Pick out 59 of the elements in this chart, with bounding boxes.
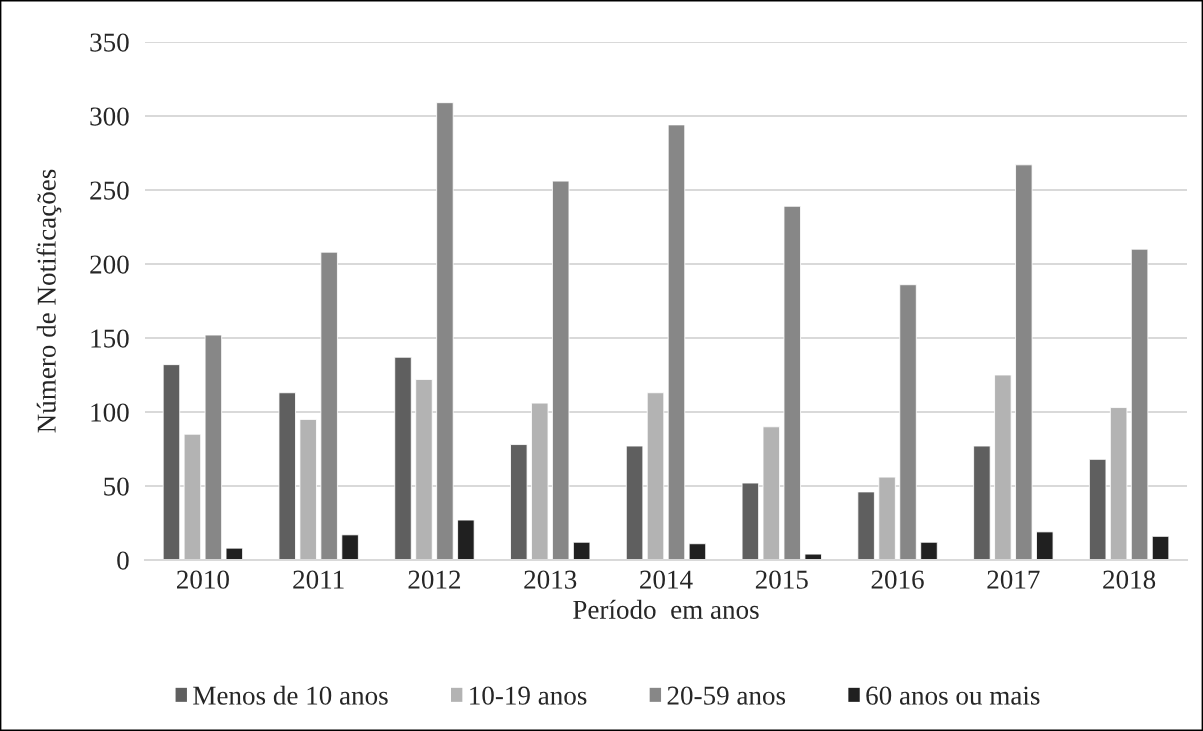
bar — [646, 392, 665, 560]
bar — [899, 284, 917, 560]
x-axis-title: Período em anos — [573, 599, 759, 619]
legend-label: 20-59 anos — [667, 686, 786, 705]
bar — [225, 547, 244, 560]
bar — [1109, 407, 1128, 560]
bar — [667, 124, 686, 560]
bar — [1015, 164, 1033, 560]
bar — [878, 476, 896, 560]
bar — [278, 392, 296, 560]
y-tick-label: 150 — [91, 329, 129, 348]
bar — [973, 445, 991, 560]
x-tick-label: 2010 — [176, 570, 229, 589]
bar — [415, 379, 433, 560]
y-tick-label: 300 — [90, 107, 129, 126]
x-tick-label: 2018 — [1103, 570, 1156, 589]
x-tick-label: 2015 — [755, 570, 808, 589]
bar — [394, 356, 412, 560]
bar — [1130, 248, 1149, 560]
bar — [510, 444, 528, 560]
y-tick-label: 200 — [90, 255, 129, 274]
bar — [625, 445, 644, 560]
bar — [341, 534, 359, 560]
y-tick-label: 0 — [117, 551, 129, 570]
x-tick-label: 2013 — [524, 570, 577, 589]
legend-label: 10-19 anos — [470, 686, 587, 705]
bar — [783, 205, 801, 560]
x-tick-label: 2011 — [293, 570, 344, 589]
bar — [552, 180, 570, 560]
legend-label: 60 anos ou mais — [866, 686, 1040, 705]
bar — [920, 541, 938, 560]
bar — [299, 418, 317, 560]
bar — [457, 519, 475, 560]
bar — [320, 251, 338, 560]
y-tick-label: 50 — [104, 477, 129, 496]
bar — [1036, 531, 1054, 560]
bar — [1151, 535, 1170, 560]
bar — [1088, 458, 1107, 560]
x-tick-label: 2016 — [871, 570, 924, 589]
bar — [741, 482, 760, 560]
x-tick-label: 2017 — [987, 570, 1040, 589]
bar — [183, 433, 202, 560]
bar — [162, 364, 181, 560]
bar — [857, 491, 875, 560]
bar — [572, 541, 591, 560]
bar — [688, 543, 707, 560]
x-tick-label: 2012 — [408, 570, 461, 589]
bar — [762, 426, 780, 560]
y-tick-label: 100 — [91, 403, 129, 422]
legend-label: Menos de 10 anos — [193, 685, 388, 705]
x-tick-label: 2014 — [640, 570, 693, 589]
bar — [531, 402, 549, 560]
bar — [204, 334, 223, 560]
y-tick-label: 250 — [90, 181, 129, 200]
bar — [804, 553, 822, 560]
bar — [994, 374, 1012, 560]
bar — [436, 102, 454, 560]
y-axis-title: Número de Notificações — [36, 169, 62, 433]
y-tick-label: 350 — [90, 33, 129, 52]
